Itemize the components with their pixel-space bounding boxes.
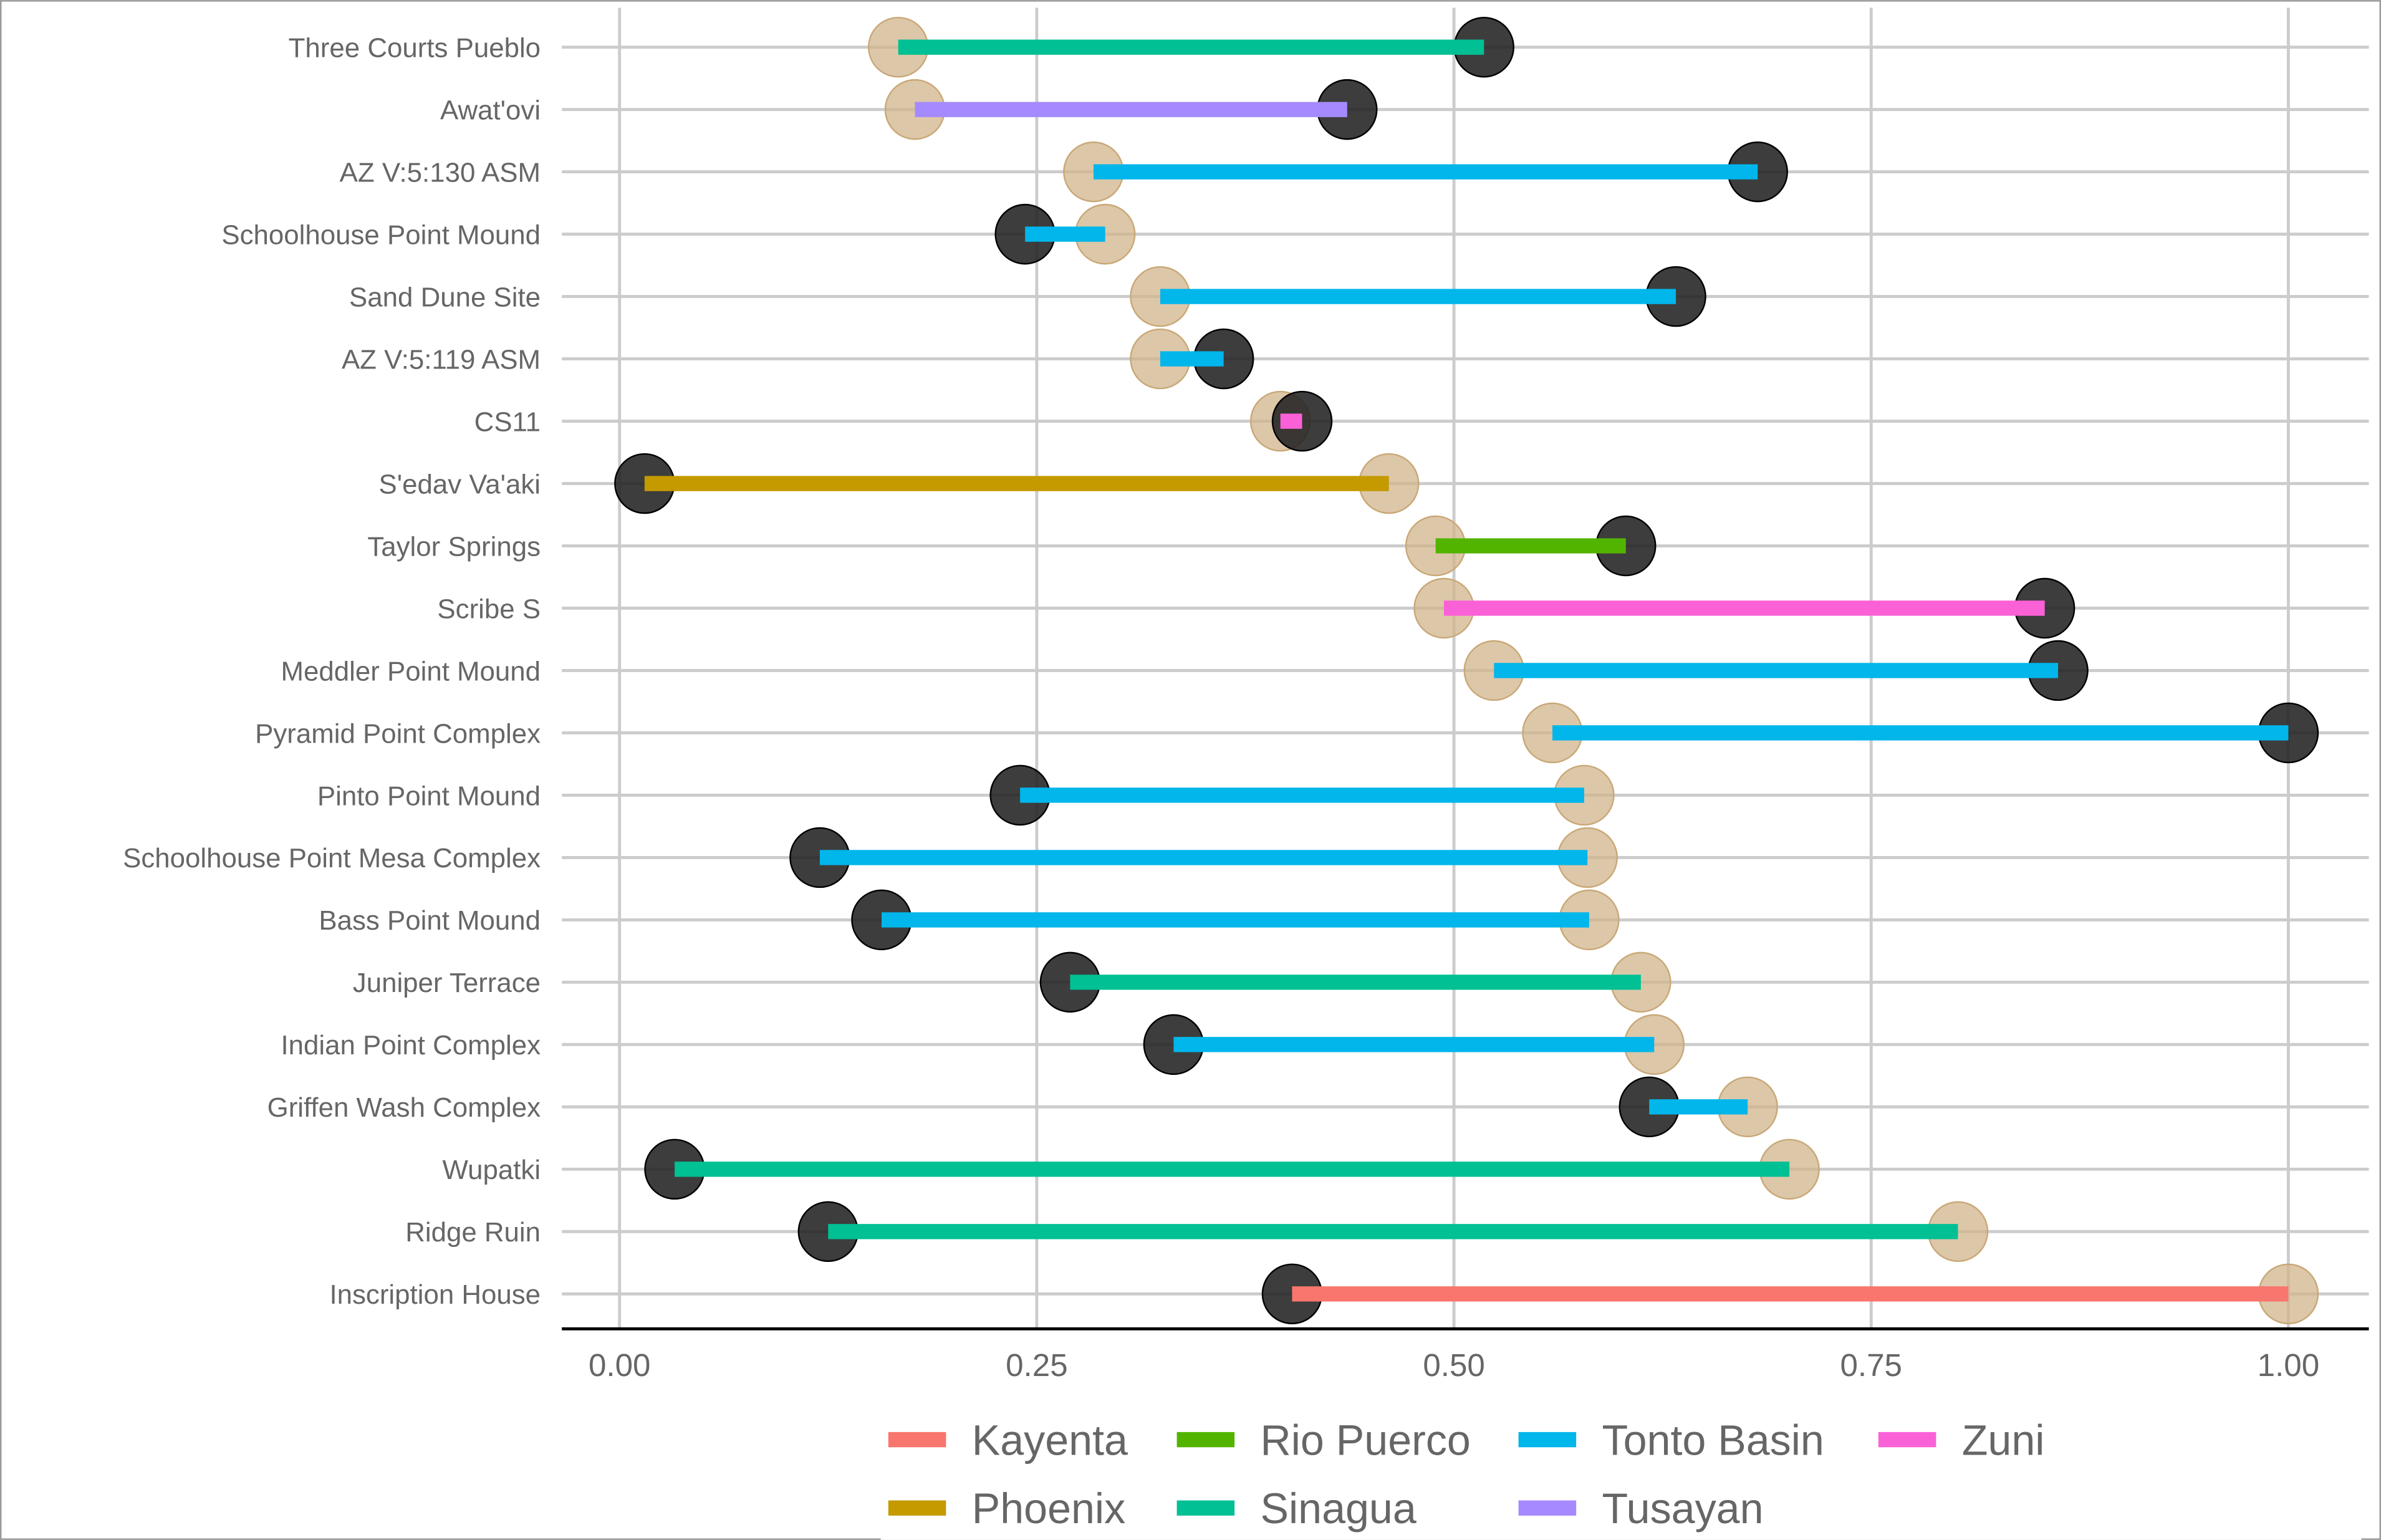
y-tick-label: Inscription House (329, 1279, 541, 1310)
x-tick-label: 0.50 (1423, 1347, 1485, 1383)
legend-label: Tonto Basin (1602, 1417, 1824, 1464)
y-tick-label: Three Courts Pueblo (289, 32, 541, 63)
y-tick-label: Taylor Springs (367, 531, 541, 562)
y-tick-label: Ridge Ruin (405, 1217, 541, 1248)
x-tick-label: 1.00 (2258, 1347, 2320, 1383)
x-tick-label: 0.25 (1006, 1347, 1068, 1383)
y-tick-label: S'edav Va'aki (378, 469, 541, 499)
y-tick-label: Wupatki (443, 1155, 541, 1185)
y-tick-label: Griffen Wash Complex (267, 1092, 541, 1123)
legend: Kayenta Phoenix Rio Puerco Sinagua Tonto Bas… (880, 1397, 2362, 1540)
y-tick-label: AZ V:5:130 ASM (340, 157, 541, 188)
x-tick-label: 0.75 (1840, 1347, 1902, 1383)
y-tick-label: Schoolhouse Point Mesa Complex (123, 843, 541, 873)
legend-label: Kayenta (972, 1417, 1128, 1464)
y-tick-label: Awat'ovi (440, 95, 541, 125)
y-tick-label: CS11 (474, 407, 541, 437)
axes: 0.00 0.25 0.50 0.75 1.00 Three Courts Pueblo A… (123, 32, 2369, 1383)
y-tick-label: Scribe S (437, 594, 541, 624)
y-tick-label: Indian Point Complex (281, 1030, 541, 1061)
legend-label: Phoenix (972, 1485, 1125, 1533)
y-tick-label: AZ V:5:119 ASM (342, 344, 541, 375)
y-tick-label: Bass Point Mound (319, 905, 541, 936)
legend-label: Tusayan (1602, 1485, 1764, 1533)
x-tick-label: 0.00 (589, 1347, 651, 1383)
legend-label: Sinagua (1261, 1485, 1417, 1533)
y-tick-label: Pyramid Point Complex (255, 718, 541, 749)
legend-label: Zuni (1962, 1417, 2045, 1464)
legend-background (880, 1397, 2362, 1540)
y-tick-label: Pinto Point Mound (317, 781, 541, 811)
legend-label: Rio Puerco (1261, 1417, 1471, 1464)
y-tick-label: Meddler Point Mound (281, 656, 541, 686)
y-tick-label: Juniper Terrace (353, 968, 541, 998)
y-tick-label: Sand Dune Site (349, 282, 541, 312)
y-tick-label: Schoolhouse Point Mound (221, 219, 541, 250)
data-marks (614, 16, 2319, 1324)
